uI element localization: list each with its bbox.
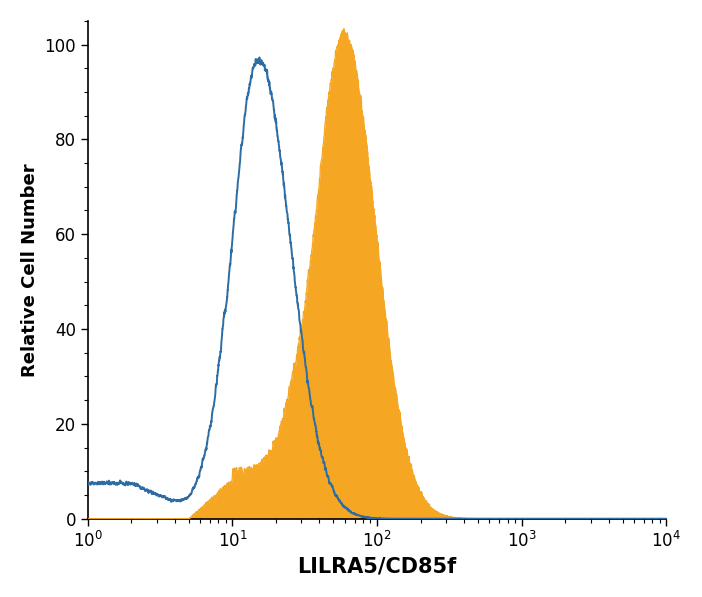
Y-axis label: Relative Cell Number: Relative Cell Number (21, 163, 39, 377)
X-axis label: LILRA5/CD85f: LILRA5/CD85f (298, 556, 456, 576)
